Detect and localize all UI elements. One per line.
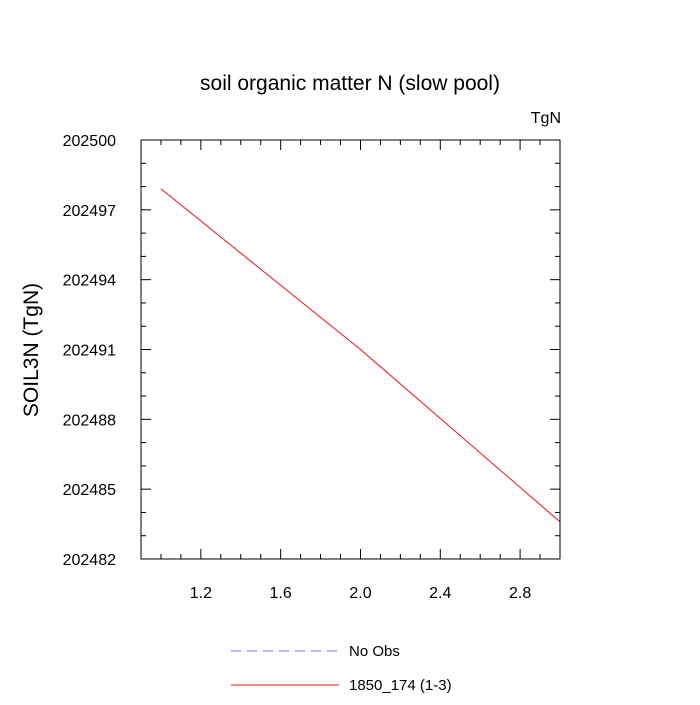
axis-ticks <box>140 139 561 560</box>
y-tick-label: 202485 <box>63 482 116 499</box>
y-axis-label: SOIL3N (TgN) <box>20 283 43 417</box>
plot-frame <box>140 139 561 560</box>
legend-label: No Obs <box>349 643 400 660</box>
axis-tick-labels: 1.2 1.6 2.0 2.4 2.8 202482 202485 202488 202491 2… <box>63 133 532 602</box>
y-tick-label: 202482 <box>63 552 116 569</box>
units-label: TgN <box>531 110 561 127</box>
legend-label: 1850_174 (1-3) <box>349 677 452 694</box>
y-tick-label: 202497 <box>63 203 116 220</box>
x-tick-label: 2.8 <box>509 585 531 602</box>
series-line <box>160 188 561 523</box>
chart-title: soil organic matter N (slow pool) <box>200 72 500 95</box>
x-tick-label: 1.6 <box>270 585 292 602</box>
y-tick-label: 202500 <box>63 133 116 150</box>
x-tick-label: 2.0 <box>349 585 371 602</box>
y-tick-label: 202488 <box>63 412 116 429</box>
y-tick-label: 202494 <box>63 273 116 290</box>
legend: No Obs 1850_174 (1-3) <box>231 643 452 694</box>
series-layer <box>160 188 561 523</box>
x-tick-label: 2.4 <box>429 585 451 602</box>
x-tick-label: 1.2 <box>190 585 212 602</box>
y-tick-label: 202491 <box>63 343 116 360</box>
